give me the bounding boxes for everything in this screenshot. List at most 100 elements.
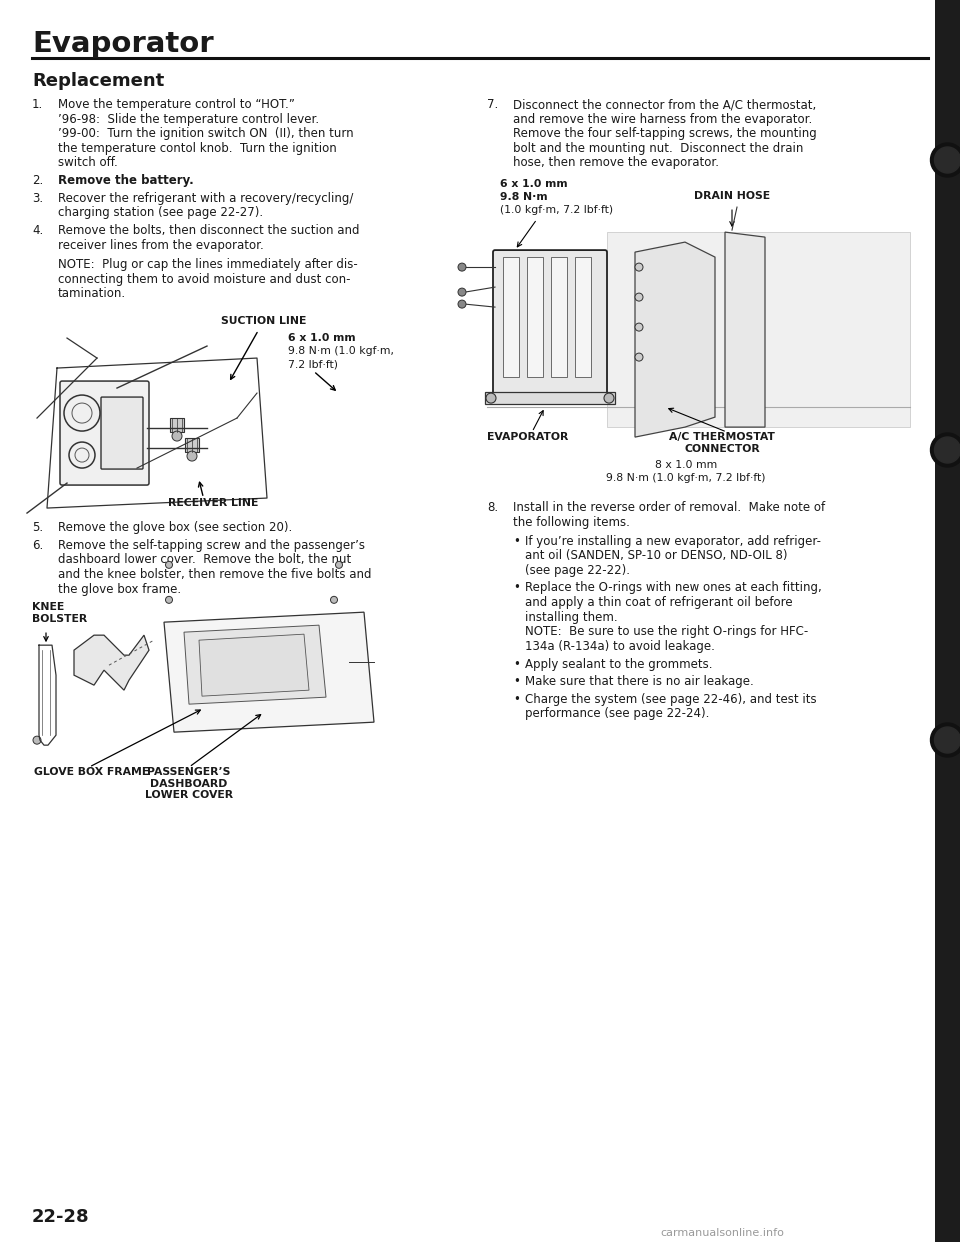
Circle shape: [165, 561, 173, 569]
Text: PASSENGER’S
DASHBOARD
LOWER COVER: PASSENGER’S DASHBOARD LOWER COVER: [145, 768, 233, 800]
Bar: [485, 392, 615, 404]
Text: Recover the refrigerant with a recovery/recycling/: Recover the refrigerant with a recovery/…: [58, 191, 353, 205]
Text: 9.8 N·m (1.0 kgf·m, 7.2 lbf·ft): 9.8 N·m (1.0 kgf·m, 7.2 lbf·ft): [607, 473, 766, 483]
Text: Make sure that there is no air leakage.: Make sure that there is no air leakage.: [525, 676, 754, 688]
Text: 8.: 8.: [487, 502, 498, 514]
Polygon shape: [199, 635, 309, 697]
Text: 6 x 1.0 mm: 6 x 1.0 mm: [500, 179, 567, 189]
Circle shape: [330, 596, 338, 604]
Text: Disconnect the connector from the A/C thermostat,: Disconnect the connector from the A/C th…: [513, 98, 816, 111]
Text: 22-28: 22-28: [32, 1208, 89, 1226]
Text: Evaporator: Evaporator: [32, 30, 214, 58]
Polygon shape: [164, 612, 374, 733]
Circle shape: [165, 596, 173, 604]
Circle shape: [172, 431, 182, 441]
Circle shape: [458, 301, 466, 308]
Circle shape: [486, 394, 496, 404]
Text: 9.8 N·m (1.0 kgf·m,: 9.8 N·m (1.0 kgf·m,: [289, 347, 395, 356]
Text: •: •: [513, 676, 520, 688]
Text: switch off.: switch off.: [58, 156, 118, 169]
Text: Remove the battery.: Remove the battery.: [58, 174, 194, 188]
Circle shape: [934, 727, 960, 753]
Circle shape: [930, 723, 960, 758]
Circle shape: [934, 147, 960, 173]
Text: 2.: 2.: [32, 174, 43, 188]
Circle shape: [635, 263, 643, 271]
Text: Remove the bolts, then disconnect the suction and: Remove the bolts, then disconnect the su…: [58, 224, 359, 237]
Text: Apply sealant to the grommets.: Apply sealant to the grommets.: [525, 657, 712, 671]
Text: •: •: [513, 657, 520, 671]
Text: 134a (R-134a) to avoid leakage.: 134a (R-134a) to avoid leakage.: [525, 640, 715, 653]
FancyBboxPatch shape: [493, 250, 607, 394]
Text: 6 x 1.0 mm: 6 x 1.0 mm: [289, 333, 356, 343]
Text: Remove the self-tapping screw and the passenger’s: Remove the self-tapping screw and the pa…: [58, 539, 365, 551]
Text: connecting them to avoid moisture and dust con-: connecting them to avoid moisture and du…: [58, 273, 350, 286]
Text: DRAIN HOSE: DRAIN HOSE: [694, 191, 770, 201]
Text: Replacement: Replacement: [32, 72, 164, 89]
Text: Install in the reverse order of removal.  Make note of: Install in the reverse order of removal.…: [513, 502, 826, 514]
Polygon shape: [607, 232, 910, 427]
Text: Charge the system (see page 22-46), and test its: Charge the system (see page 22-46), and …: [525, 693, 817, 705]
Text: charging station (see page 22-27).: charging station (see page 22-27).: [58, 206, 263, 220]
Bar: [527, 257, 543, 378]
Text: •: •: [513, 581, 520, 595]
Text: Remove the four self-tapping screws, the mounting: Remove the four self-tapping screws, the…: [513, 127, 817, 140]
Text: (see page 22-22).: (see page 22-22).: [525, 564, 630, 576]
Circle shape: [934, 437, 960, 463]
Text: NOTE:  Plug or cap the lines immediately after dis-: NOTE: Plug or cap the lines immediately …: [58, 258, 358, 271]
Polygon shape: [725, 232, 765, 427]
Text: •: •: [513, 693, 520, 705]
Polygon shape: [184, 625, 326, 704]
Circle shape: [635, 353, 643, 361]
Circle shape: [930, 433, 960, 467]
Text: bolt and the mounting nut.  Disconnect the drain: bolt and the mounting nut. Disconnect th…: [513, 142, 804, 155]
Circle shape: [458, 288, 466, 296]
Bar: [575, 257, 591, 378]
FancyBboxPatch shape: [60, 381, 149, 486]
Circle shape: [335, 561, 343, 569]
Bar: [185, 438, 199, 452]
Text: hose, then remove the evaporator.: hose, then remove the evaporator.: [513, 156, 719, 169]
Text: Move the temperature control to “HOT.”: Move the temperature control to “HOT.”: [58, 98, 295, 111]
Text: the temperature contol knob.  Turn the ignition: the temperature contol knob. Turn the ig…: [58, 142, 337, 155]
Text: receiver lines from the evaporator.: receiver lines from the evaporator.: [58, 238, 264, 252]
Text: 9.8 N·m: 9.8 N·m: [500, 193, 547, 202]
Text: installing them.: installing them.: [525, 611, 617, 623]
Circle shape: [604, 394, 614, 404]
Text: performance (see page 22-24).: performance (see page 22-24).: [525, 708, 709, 720]
Text: SUCTION LINE: SUCTION LINE: [221, 315, 306, 327]
Text: (1.0 kgf·m, 7.2 lbf·ft): (1.0 kgf·m, 7.2 lbf·ft): [500, 205, 613, 215]
Polygon shape: [74, 635, 149, 691]
Bar: [935, 0, 960, 1242]
Text: tamination.: tamination.: [58, 287, 126, 301]
Text: and the knee bolster, then remove the five bolts and: and the knee bolster, then remove the fi…: [58, 568, 372, 581]
Text: 7.2 lbf·ft): 7.2 lbf·ft): [289, 359, 339, 369]
Text: 8 x 1.0 mm: 8 x 1.0 mm: [655, 460, 717, 471]
Circle shape: [635, 323, 643, 332]
Circle shape: [635, 293, 643, 301]
Text: Remove the glove box (see section 20).: Remove the glove box (see section 20).: [58, 522, 292, 534]
Text: 5.: 5.: [32, 522, 43, 534]
Text: 7.: 7.: [487, 98, 498, 111]
Text: •: •: [513, 534, 520, 548]
Text: NOTE:  Be sure to use the right O-rings for HFC-: NOTE: Be sure to use the right O-rings f…: [525, 625, 808, 638]
Bar: [170, 419, 184, 432]
Text: 6.: 6.: [32, 539, 43, 551]
Text: and apply a thin coat of refrigerant oil before: and apply a thin coat of refrigerant oil…: [525, 596, 793, 609]
Text: ant oil (SANDEN, SP-10 or DENSO, ND-OIL 8): ant oil (SANDEN, SP-10 or DENSO, ND-OIL …: [525, 549, 787, 563]
Circle shape: [930, 143, 960, 178]
FancyBboxPatch shape: [101, 397, 143, 469]
Text: dashboard lower cover.  Remove the bolt, the nut: dashboard lower cover. Remove the bolt, …: [58, 553, 351, 566]
Text: ’96-98:  Slide the temperature control lever.: ’96-98: Slide the temperature control le…: [58, 113, 319, 125]
Bar: [503, 257, 519, 378]
Text: Replace the O-rings with new ones at each fitting,: Replace the O-rings with new ones at eac…: [525, 581, 822, 595]
Text: EVAPORATOR: EVAPORATOR: [487, 432, 568, 442]
Text: KNEE
BOLSTER: KNEE BOLSTER: [32, 602, 87, 623]
Text: 1.: 1.: [32, 98, 43, 111]
Circle shape: [458, 263, 466, 271]
Text: RECEIVER LINE: RECEIVER LINE: [168, 498, 258, 508]
Text: the following items.: the following items.: [513, 515, 630, 529]
Text: GLOVE BOX FRAME: GLOVE BOX FRAME: [34, 768, 149, 777]
Text: 4.: 4.: [32, 224, 43, 237]
Polygon shape: [635, 242, 715, 437]
